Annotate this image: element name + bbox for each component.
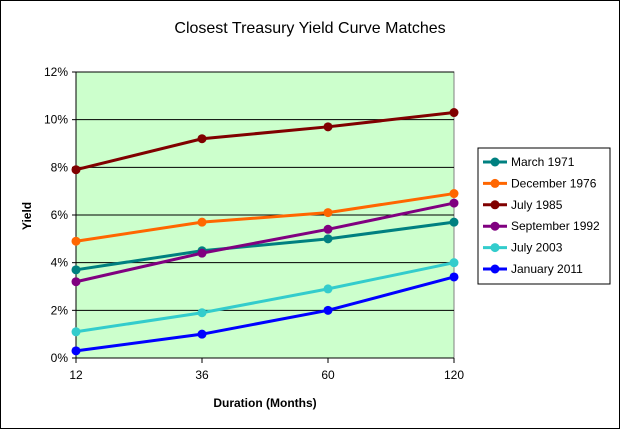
data-point <box>323 234 333 244</box>
legend-item: January 2011 <box>483 262 583 276</box>
legend-item: March 1971 <box>483 155 575 169</box>
data-point <box>197 134 207 144</box>
y-tick-label: 2% <box>51 303 69 317</box>
series-march-1971 <box>71 217 459 275</box>
data-point <box>449 258 459 268</box>
legend-label: July 1985 <box>511 198 563 212</box>
data-point <box>197 329 207 339</box>
legend-swatch-marker <box>490 243 500 253</box>
series-line <box>75 201 455 284</box>
legend: March 1971 December 1976 July 1985 Septembe… <box>477 147 611 285</box>
series-july-1985 <box>71 108 459 175</box>
data-point <box>197 248 207 258</box>
axes: 0% 2% 4% 6% 8% 10% 12% 12 36 60 120 <box>44 65 464 382</box>
data-point <box>71 277 81 287</box>
data-point <box>71 346 81 356</box>
x-axis-title: Duration (Months) <box>213 396 316 410</box>
series-line <box>75 192 455 243</box>
series-group <box>71 108 459 356</box>
legend-label: March 1971 <box>511 155 575 169</box>
data-point <box>449 198 459 208</box>
data-point <box>71 265 81 275</box>
legend-label: July 2003 <box>511 241 563 255</box>
data-point <box>71 236 81 246</box>
series-december-1976 <box>71 189 459 246</box>
y-tick-label: 12% <box>44 65 68 79</box>
series-january-2011 <box>71 272 459 356</box>
y-tick-label: 8% <box>51 160 69 174</box>
x-tick-label: 60 <box>321 368 335 382</box>
y-tick-label: 10% <box>44 113 68 127</box>
y-tick-label: 6% <box>51 208 69 222</box>
series-line <box>75 111 455 172</box>
x-tick-label: 12 <box>69 368 83 382</box>
legend-item: September 1992 <box>483 219 600 233</box>
y-tick-label: 4% <box>51 256 69 270</box>
data-point <box>197 308 207 318</box>
legend-swatch-marker <box>490 157 500 167</box>
series-september-1992 <box>71 198 459 287</box>
series-line <box>75 275 455 353</box>
series-line <box>75 261 455 334</box>
data-point <box>71 327 81 337</box>
legend-label: December 1976 <box>511 176 597 190</box>
y-tick-label: 0% <box>51 351 69 365</box>
data-point <box>449 272 459 282</box>
data-point <box>323 305 333 315</box>
y-axis-title: Yield <box>20 202 34 230</box>
x-tick-label: 36 <box>195 368 209 382</box>
legend-label: September 1992 <box>511 219 600 233</box>
legend-swatch-marker <box>490 178 500 188</box>
series-line <box>75 220 455 272</box>
data-point <box>71 165 81 175</box>
data-point <box>449 108 459 118</box>
legend-swatch-marker <box>490 200 500 210</box>
chart-title: Closest Treasury Yield Curve Matches <box>174 20 445 37</box>
legend-label: January 2011 <box>511 262 583 276</box>
data-point <box>449 217 459 227</box>
legend-swatch-marker <box>490 221 500 231</box>
data-point <box>449 189 459 199</box>
legend-swatch-marker <box>490 264 500 274</box>
data-point <box>323 208 333 218</box>
legend-item: July 2003 <box>483 241 563 255</box>
data-point <box>323 284 333 294</box>
series-july-2003 <box>71 258 459 337</box>
data-point <box>323 224 333 234</box>
legend-item: December 1976 <box>483 176 597 190</box>
legend-box <box>477 147 611 285</box>
data-point <box>323 122 333 132</box>
data-point <box>197 217 207 227</box>
legend-item: July 1985 <box>483 198 563 212</box>
x-tick-label: 120 <box>444 368 464 382</box>
